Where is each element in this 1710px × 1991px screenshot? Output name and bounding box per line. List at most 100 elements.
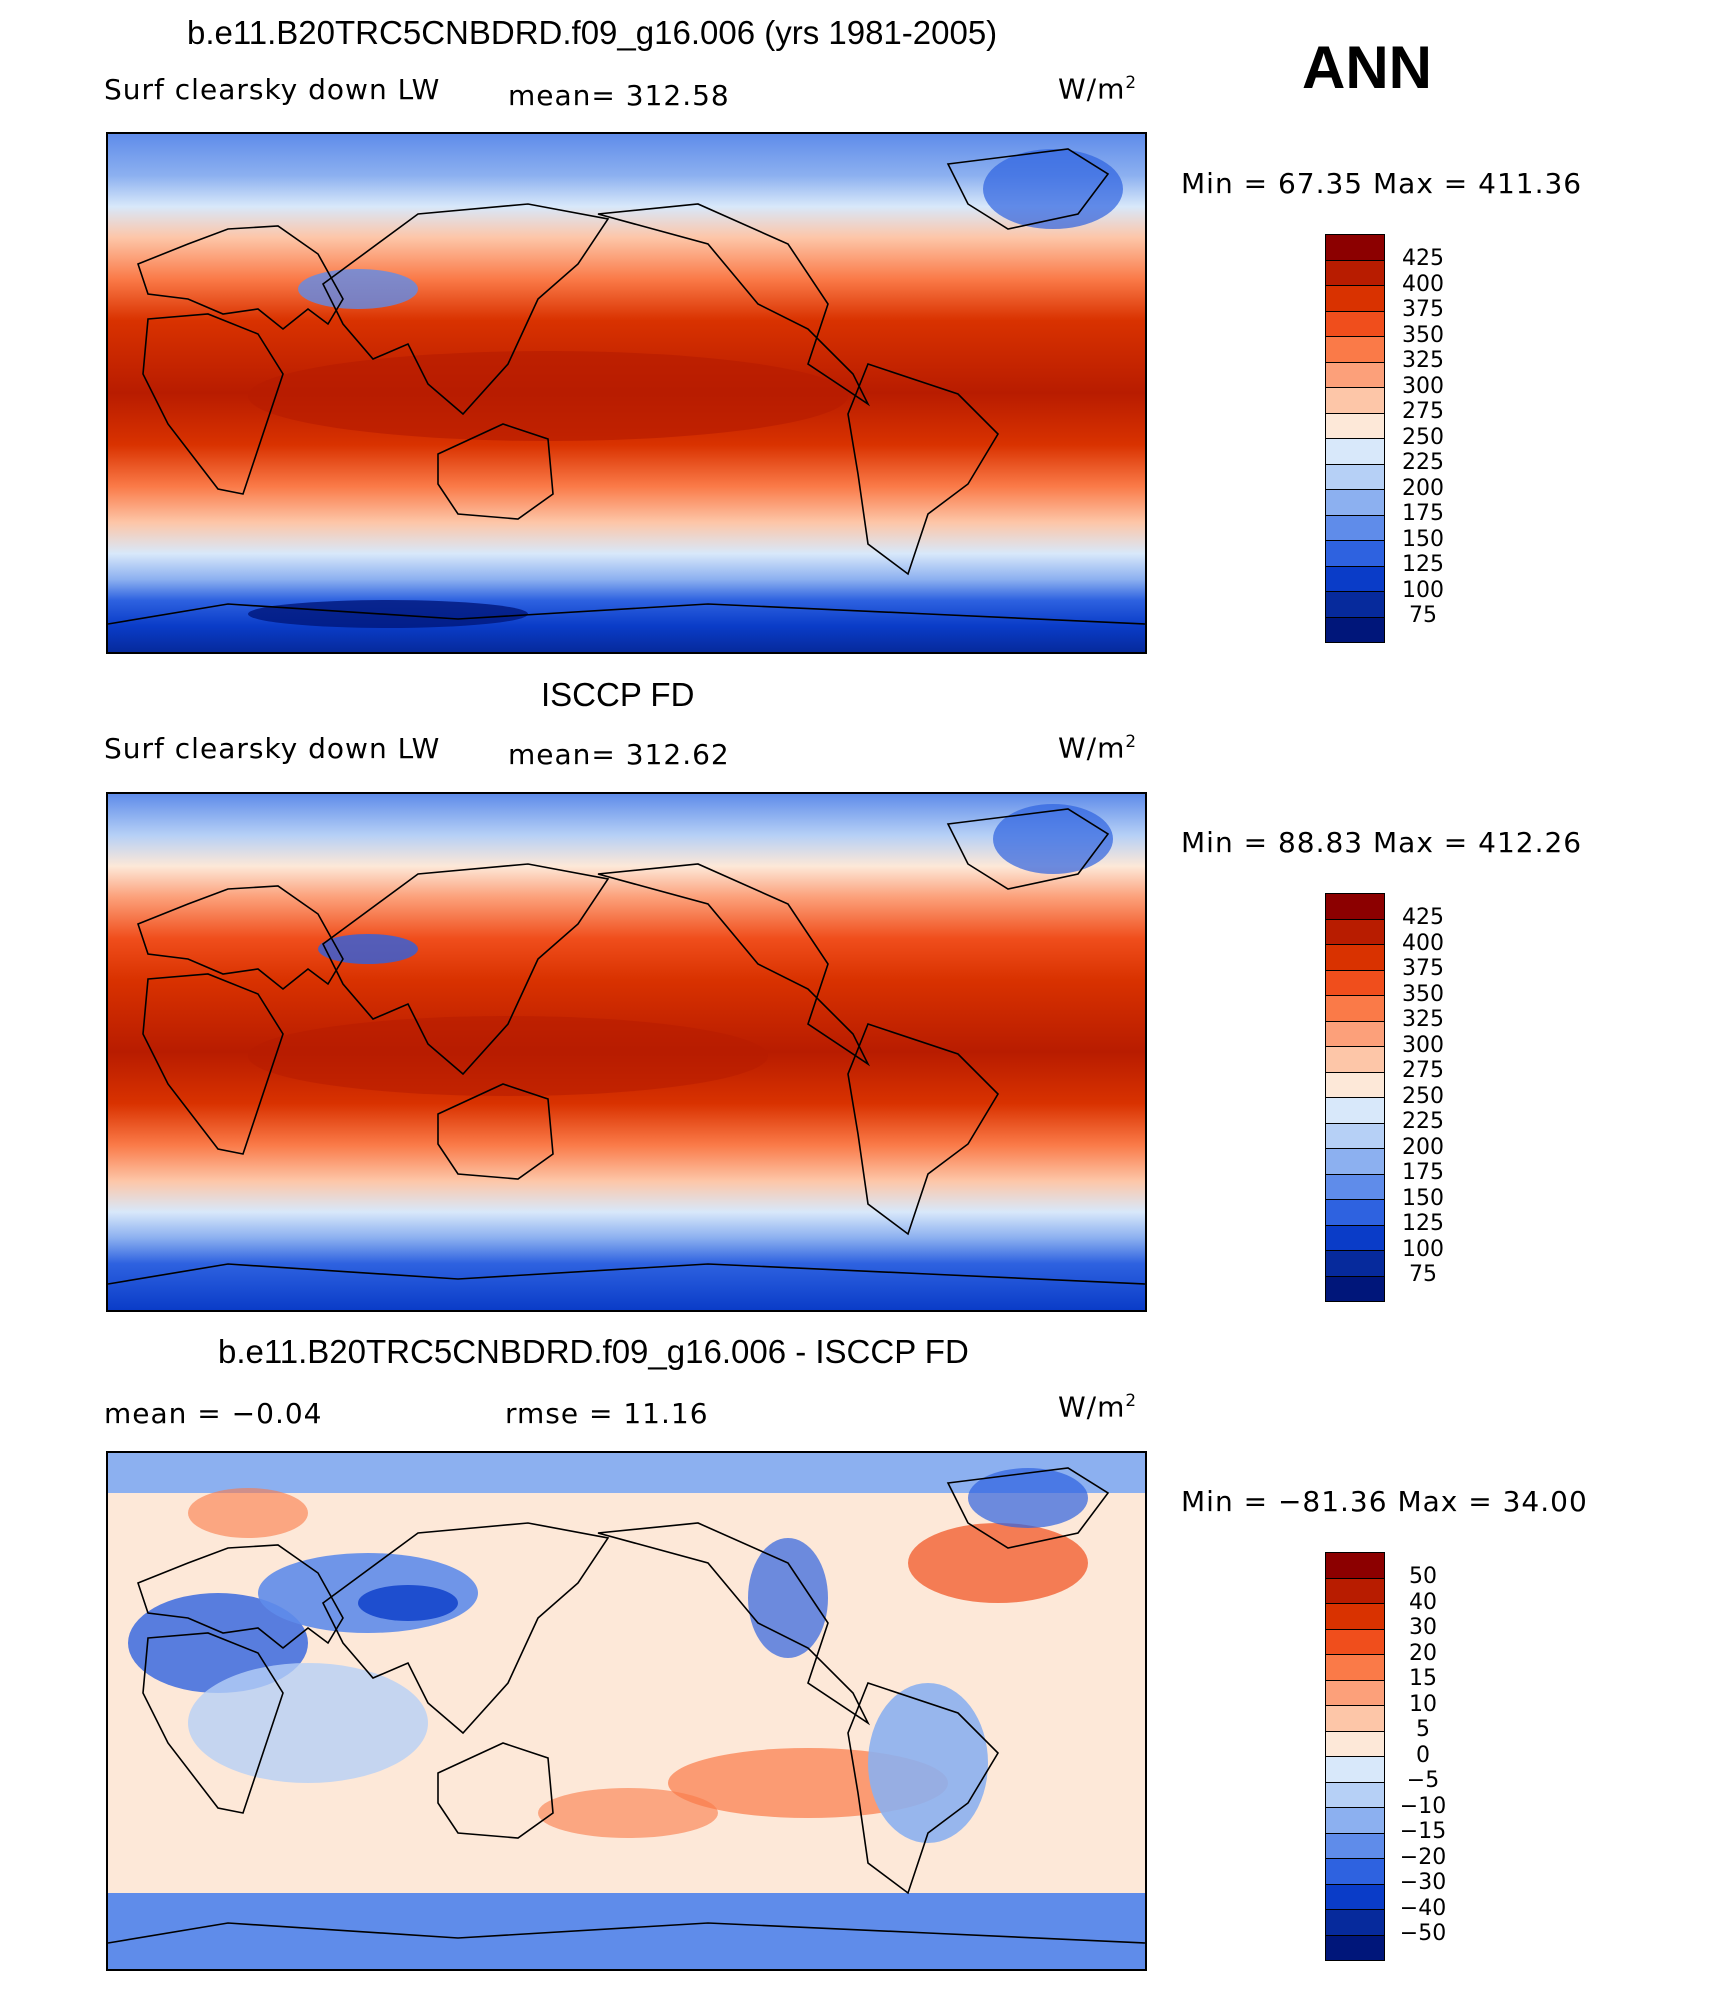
colorbar-tick-label: 0 — [1416, 1742, 1430, 1768]
panel-2-colorbar — [1325, 893, 1385, 1302]
colorbar-swatch — [1325, 1883, 1385, 1909]
panel-2-units: W/m2 — [1058, 731, 1138, 765]
panel-3-colorbar-ticks: 50 40 30 20 15 10 5 0 −5 −10 −15 −20 −30 −40 −50 — [1398, 1564, 1448, 1947]
colorbar-swatch — [1325, 1781, 1385, 1807]
panel-1-coastlines — [108, 148, 1145, 625]
colorbar-tick-label: 375 — [1402, 297, 1444, 322]
colorbar-swatch — [1325, 1858, 1385, 1884]
colorbar-tick-label: 350 — [1402, 322, 1444, 348]
colorbar-swatch — [1325, 1730, 1385, 1756]
colorbar-tick-label: 20 — [1409, 1640, 1437, 1666]
colorbar-swatch — [1325, 1577, 1385, 1603]
panel-1-colorbar-ticks: 425 400 375 350 325 300 275 250 225 200 175 150 125 1… — [1398, 246, 1448, 629]
colorbar-swatch — [1325, 1224, 1385, 1250]
panel-2-variable-label: Surf clearsky down LW — [104, 732, 441, 765]
colorbar-swatch — [1325, 1628, 1385, 1654]
colorbar-swatch — [1325, 1199, 1385, 1225]
colorbar-swatch — [1325, 1679, 1385, 1705]
colorbar-tick-label: −30 — [1399, 1870, 1447, 1895]
panel-1-units: W/m2 — [1058, 72, 1138, 106]
colorbar-swatch — [1325, 1654, 1385, 1680]
colorbar-tick-label: 40 — [1409, 1589, 1437, 1615]
colorbar-tick-label: 425 — [1402, 905, 1444, 930]
panel-2-map — [106, 792, 1147, 1312]
colorbar-tick-label: 125 — [1402, 552, 1444, 577]
colorbar-tick-label: 250 — [1402, 424, 1444, 450]
colorbar-tick-label: 10 — [1409, 1691, 1437, 1717]
panel-1-title: b.e11.B20TRC5CNBDRD.f09_g16.006 (yrs 198… — [187, 14, 998, 51]
colorbar-tick-label: 175 — [1402, 1160, 1444, 1185]
colorbar-swatch — [1325, 1807, 1385, 1833]
colorbar-swatch — [1325, 565, 1385, 591]
colorbar-swatch — [1325, 514, 1385, 540]
colorbar-tick-label: 225 — [1402, 1109, 1444, 1134]
colorbar-tick-label: 50 — [1409, 1564, 1437, 1589]
panel-3-rmse-label: rmse = 11.16 — [505, 1397, 709, 1430]
panel-2-colorbar-ticks: 425 400 375 350 325 300 275 250 225 200 175 150 125 1… — [1398, 905, 1448, 1288]
colorbar-swatch — [1325, 1275, 1385, 1302]
colorbar-swatch — [1325, 310, 1385, 336]
colorbar-tick-label: 150 — [1402, 1185, 1444, 1211]
colorbar-tick-label: 5 — [1416, 1717, 1430, 1742]
panel-3-colorbar — [1325, 1552, 1385, 1961]
colorbar-tick-label: 325 — [1402, 348, 1444, 373]
colorbar-tick-label: −5 — [1406, 1768, 1440, 1793]
colorbar-tick-label: 300 — [1402, 373, 1444, 399]
colorbar-tick-label: 100 — [1402, 1236, 1444, 1262]
colorbar-tick-label: 350 — [1402, 981, 1444, 1007]
panel-3-title: b.e11.B20TRC5CNBDRD.f09_g16.006 - ISCCP … — [218, 1333, 969, 1370]
colorbar-swatch — [1325, 540, 1385, 566]
colorbar-tick-label: 75 — [1409, 603, 1437, 628]
colorbar-swatch — [1325, 1832, 1385, 1858]
colorbar-swatch — [1325, 1071, 1385, 1097]
panel-2-title: ISCCP FD — [541, 676, 695, 713]
colorbar-swatch — [1325, 412, 1385, 438]
panel-1-map-field — [108, 134, 1145, 652]
colorbar-swatch — [1325, 1020, 1385, 1046]
colorbar-swatch — [1325, 1934, 1385, 1961]
colorbar-swatch — [1325, 463, 1385, 489]
panel-3-mean-label: mean = −0.04 — [104, 1397, 323, 1430]
colorbar-tick-label: 75 — [1409, 1262, 1437, 1287]
colorbar-tick-label: 275 — [1402, 1058, 1444, 1083]
colorbar-swatch — [1325, 1705, 1385, 1731]
colorbar-tick-label: 100 — [1402, 577, 1444, 603]
colorbar-swatch — [1325, 1097, 1385, 1123]
panel-3-map-field — [108, 1453, 1145, 1969]
colorbar-swatch — [1325, 259, 1385, 285]
colorbar-tick-label: 375 — [1402, 956, 1444, 981]
colorbar-tick-label: −20 — [1399, 1844, 1447, 1870]
colorbar-swatch — [1325, 234, 1385, 260]
panel-1-mean-label: mean= 312.58 — [508, 79, 730, 112]
panel-3-map — [106, 1451, 1147, 1971]
colorbar-tick-label: 225 — [1402, 450, 1444, 475]
colorbar-tick-label: −40 — [1399, 1895, 1447, 1921]
season-label: ANN — [1302, 34, 1432, 101]
colorbar-tick-label: −15 — [1399, 1819, 1447, 1844]
colorbar-swatch — [1325, 285, 1385, 311]
colorbar-tick-label: 175 — [1402, 501, 1444, 526]
panel-1-map — [106, 132, 1147, 654]
colorbar-swatch — [1325, 489, 1385, 515]
colorbar-tick-label: 200 — [1402, 1134, 1444, 1160]
colorbar-swatch — [1325, 1173, 1385, 1199]
colorbar-swatch — [1325, 438, 1385, 464]
panel-2-map-field — [108, 794, 1145, 1310]
colorbar-swatch — [1325, 1122, 1385, 1148]
panel-1-colorbar — [1325, 234, 1385, 643]
colorbar-swatch — [1325, 1148, 1385, 1174]
panel-3-coastlines — [108, 1467, 1145, 1944]
colorbar-tick-label: 325 — [1402, 1007, 1444, 1032]
colorbar-tick-label: 30 — [1409, 1615, 1437, 1640]
panel-2-minmax: Min = 88.83 Max = 412.26 — [1181, 826, 1583, 859]
colorbar-swatch — [1325, 995, 1385, 1021]
colorbar-swatch — [1325, 361, 1385, 387]
colorbar-swatch — [1325, 1909, 1385, 1935]
colorbar-swatch — [1325, 1552, 1385, 1578]
colorbar-swatch — [1325, 1046, 1385, 1072]
colorbar-tick-label: 300 — [1402, 1032, 1444, 1058]
panel-2-mean-label: mean= 312.62 — [508, 738, 730, 771]
panel-1-minmax: Min = 67.35 Max = 411.36 — [1181, 167, 1583, 200]
panel-1-variable-label: Surf clearsky down LW — [104, 73, 441, 106]
colorbar-swatch — [1325, 616, 1385, 643]
